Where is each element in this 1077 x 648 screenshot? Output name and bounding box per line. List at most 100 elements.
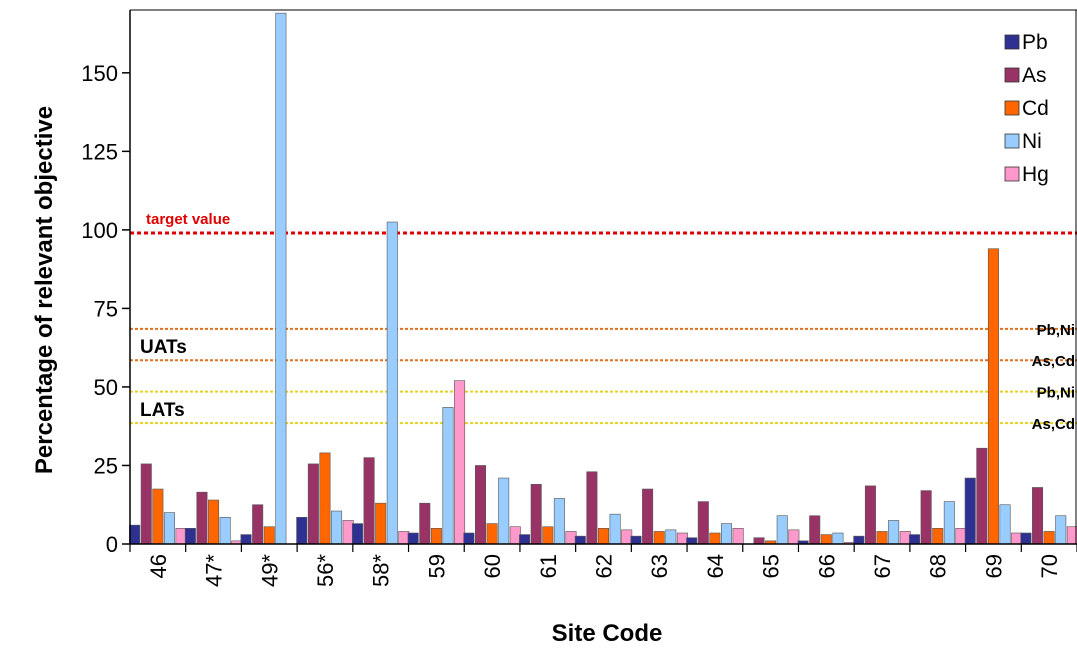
bar-as <box>976 447 988 545</box>
bar-as <box>642 488 654 545</box>
bar-ni <box>275 12 287 545</box>
bar-pb <box>240 534 252 545</box>
bar-ni <box>832 532 844 545</box>
bar-hg <box>676 532 688 545</box>
bar-hg <box>565 531 577 545</box>
x-tick-label: 69 <box>981 554 1006 578</box>
legend-swatch-ni <box>1004 133 1020 149</box>
legend-label-hg: Hg <box>1022 163 1049 186</box>
bar-cd <box>876 531 888 545</box>
bar-cd <box>375 502 387 545</box>
legend-swatch-cd <box>1004 100 1020 116</box>
reference-lines: target value Pb,Ni As,Cd Pb,Ni As,Cd UATs LATs <box>130 211 1077 433</box>
bar-as <box>920 490 932 545</box>
x-tick-label: 56* <box>313 554 338 587</box>
x-tick-label: 49* <box>257 554 282 587</box>
legend-swatch-hg <box>1004 166 1020 182</box>
bar-cd <box>709 532 721 545</box>
bar-pb <box>630 535 642 545</box>
reference-line-label: As,Cd <box>1032 416 1075 433</box>
bar-as <box>196 491 208 545</box>
bar-hg <box>955 527 967 545</box>
bar-as <box>363 457 375 545</box>
legend-label-cd: Cd <box>1022 97 1049 120</box>
bar-pb <box>184 527 196 545</box>
bar-ni <box>999 504 1011 545</box>
bar-as <box>864 485 876 545</box>
bar-pb <box>1020 532 1032 545</box>
bar-cd <box>932 527 944 545</box>
bar-ni <box>442 407 454 545</box>
bar-as <box>419 502 431 545</box>
bar-pb <box>129 524 141 545</box>
x-tick-label: 58* <box>369 554 394 587</box>
x-tick-label: 70 <box>1037 554 1062 578</box>
bar-as <box>586 471 598 545</box>
bar-pb <box>407 532 419 545</box>
bars <box>129 12 1077 545</box>
bar-pb <box>574 535 586 545</box>
legend: Pb As Cd Ni Hg <box>1004 31 1049 186</box>
bar-pb <box>909 534 921 545</box>
x-tick-label: 46 <box>146 554 171 578</box>
axes: 0 25 50 75 100 125 150 46 47* 49* 56* 58* 59 60 61 62 63… <box>81 9 1077 587</box>
bar-cd <box>542 526 554 545</box>
reference-line-label: Pb,Ni <box>1037 322 1075 339</box>
x-tick-label: 62 <box>592 554 617 578</box>
bar-hg <box>398 531 410 545</box>
x-tick-label: 47* <box>202 554 227 587</box>
bar-cd <box>987 248 999 545</box>
bar-hg <box>899 531 911 545</box>
bar-cd <box>152 488 164 545</box>
bar-ni <box>553 498 565 545</box>
x-tick-label: 60 <box>480 554 505 578</box>
bar-ni <box>331 510 343 545</box>
bar-ni <box>1055 515 1067 545</box>
y-tick-label: 25 <box>94 453 118 478</box>
bar-pb <box>853 535 865 545</box>
legend-label-as: As <box>1022 64 1047 87</box>
bar-hg <box>1011 532 1023 545</box>
bar-as <box>530 484 542 545</box>
x-tick-label: 61 <box>536 554 561 578</box>
bar-as <box>252 504 264 545</box>
x-tick-label: 59 <box>424 554 449 578</box>
bar-cd <box>820 534 832 545</box>
bar-cd <box>319 452 331 545</box>
bar-hg <box>342 520 354 545</box>
legend-swatch-pb <box>1004 34 1020 50</box>
y-tick-label: 150 <box>81 61 118 86</box>
bar-cd <box>653 531 665 545</box>
bar-hg <box>621 529 633 545</box>
bar-cd <box>263 526 275 545</box>
bar-as <box>753 537 765 545</box>
bar-cd <box>1043 531 1055 545</box>
bar-as <box>140 463 152 545</box>
bar-pb <box>463 532 475 545</box>
bar-hg <box>175 527 187 545</box>
bar-ni <box>776 515 788 545</box>
y-tick-label: 100 <box>81 218 118 243</box>
y-axis-title: Percentage of relevant objective <box>31 106 58 474</box>
bar-hg <box>454 380 466 545</box>
legend-label-ni: Ni <box>1022 130 1042 153</box>
threshold-group-label: LATs <box>140 400 185 421</box>
y-tick-label: 75 <box>94 296 118 321</box>
bar-ni <box>665 529 677 545</box>
bar-hg <box>509 526 521 545</box>
bar-cd <box>430 527 442 545</box>
bar-ni <box>609 513 621 545</box>
legend-label-pb: Pb <box>1022 31 1048 54</box>
bar-hg <box>788 529 800 545</box>
bar-pb <box>351 523 363 545</box>
reference-line-label: target value <box>146 211 230 228</box>
bar-as <box>1032 487 1044 545</box>
bar-pb <box>296 516 308 545</box>
y-tick-label: 125 <box>81 139 118 164</box>
bar-ni <box>888 520 900 545</box>
bar-as <box>474 465 486 545</box>
threshold-group-label: UATs <box>140 337 187 358</box>
x-tick-label: 63 <box>647 554 672 578</box>
bar-pb <box>964 477 976 545</box>
reference-line-label: Pb,Ni <box>1037 385 1075 402</box>
